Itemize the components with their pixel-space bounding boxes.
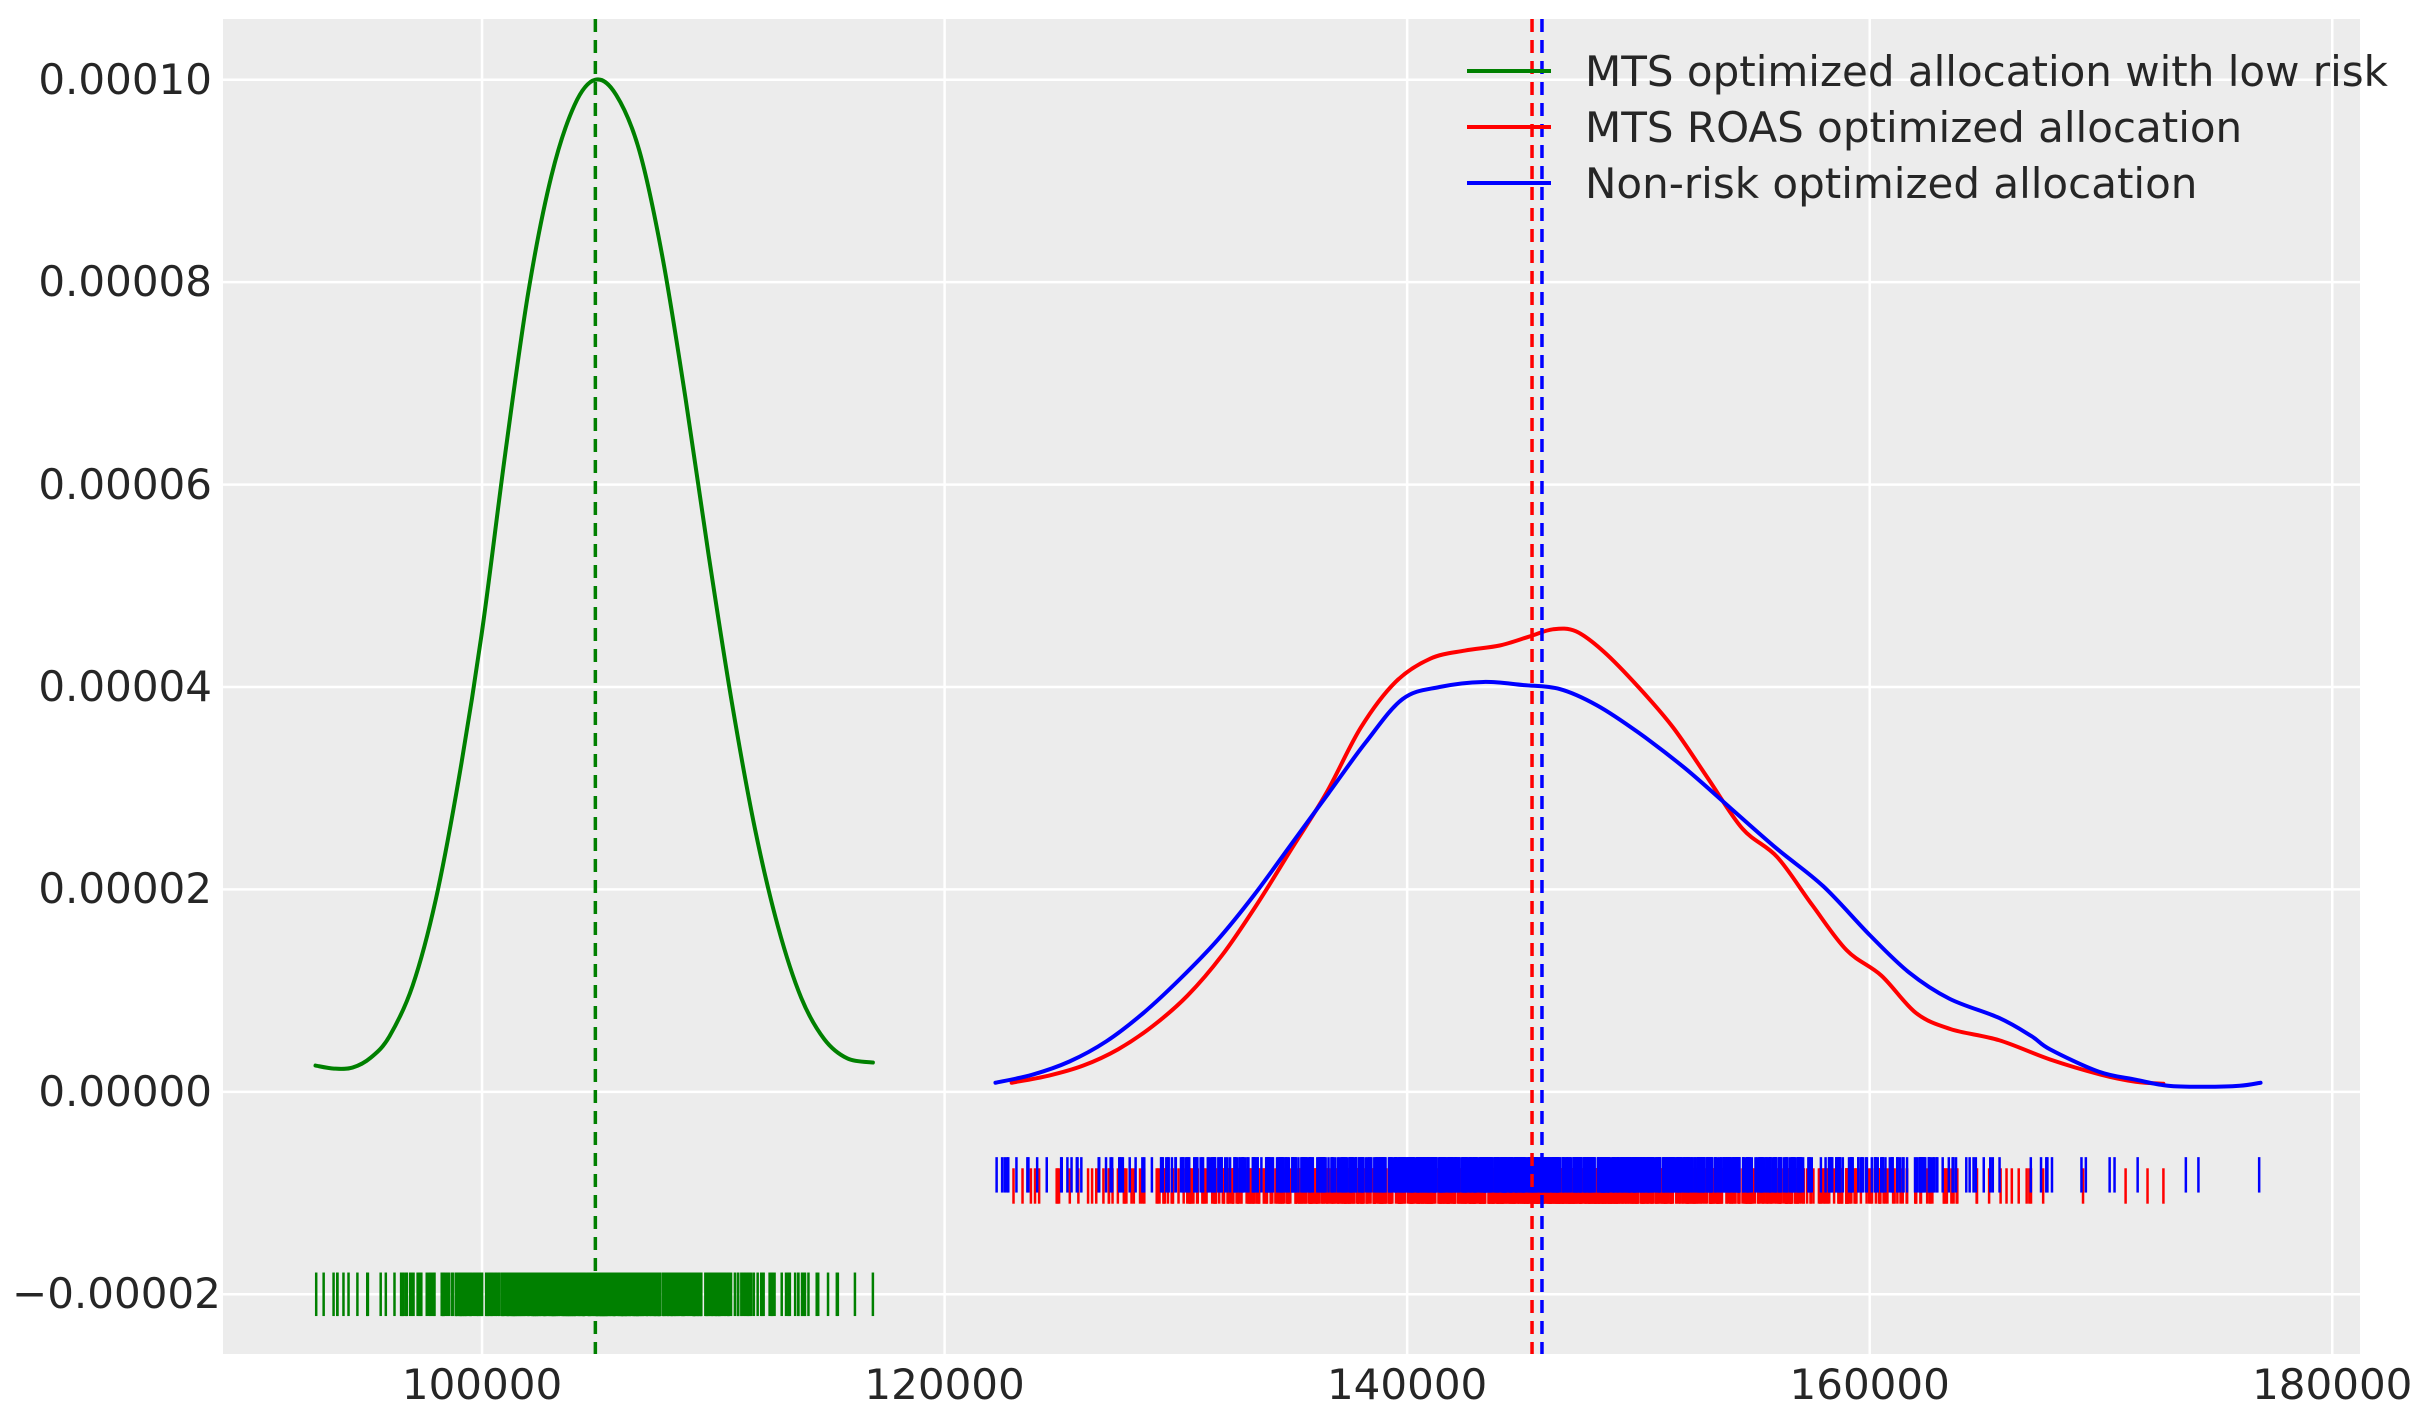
x-tick-label: 140000 [1326,1360,1488,1409]
rug-green [314,1272,875,1317]
y-tick-label: 0.00010 [38,54,212,104]
x-tick-label: 160000 [1789,1360,1950,1409]
y-tick-label: 0.00004 [38,662,212,711]
legend-line-red [1467,125,1551,129]
y-tick-label: 0.00002 [38,864,212,914]
legend-item-non-risk: Non-risk optimized allocation [1467,155,2388,211]
legend-item-roas: MTS ROAS optimized allocation [1467,99,2388,155]
y-tick-label: 0.00006 [38,459,212,509]
y-tick-label: −0.00002 [12,1269,221,1319]
y-tick-label: 0.00008 [38,257,212,307]
legend-label: MTS optimized allocation with low risk [1585,46,2388,96]
x-tick-label: 180000 [2252,1360,2413,1409]
legend-label: Non-risk optimized allocation [1585,158,2198,208]
kde-curve-green [313,77,875,1071]
legend-line-green [1467,69,1551,73]
rug-blue [995,1157,2261,1193]
legend-item-low-risk: MTS optimized allocation with low risk [1467,43,2388,99]
kde-curve-red [1009,626,2166,1086]
x-tick-label: 120000 [864,1360,1025,1409]
gridlines [223,19,2360,1354]
y-tick-label: 0.00000 [38,1066,212,1116]
kde-curve-blue [993,679,2263,1089]
legend: MTS optimized allocation with low risk M… [1467,43,2388,211]
legend-line-blue [1467,181,1551,185]
legend-label: MTS ROAS optimized allocation [1585,102,2243,152]
x-tick-label: 100000 [401,1360,563,1409]
